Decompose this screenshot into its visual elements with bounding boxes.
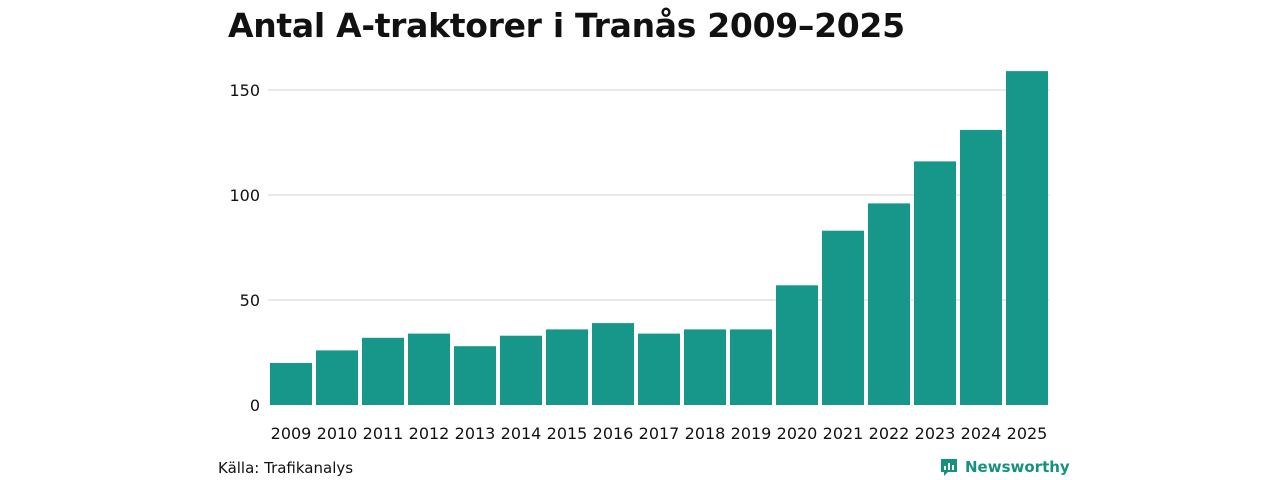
bar bbox=[592, 323, 634, 405]
brand: Newsworthy bbox=[939, 457, 1070, 477]
x-tick-label: 2014 bbox=[501, 424, 542, 443]
source-note: Källa: Trafikanalys bbox=[218, 459, 354, 477]
bar bbox=[776, 285, 818, 405]
x-tick-label: 2022 bbox=[869, 424, 910, 443]
bar bbox=[1006, 71, 1048, 405]
y-tick-label: 0 bbox=[250, 396, 260, 415]
x-tick-label: 2020 bbox=[777, 424, 818, 443]
brand-label: Newsworthy bbox=[965, 458, 1070, 476]
x-tick-label: 2025 bbox=[1007, 424, 1048, 443]
x-tick-label: 2010 bbox=[317, 424, 358, 443]
x-tick-label: 2023 bbox=[915, 424, 956, 443]
bar bbox=[914, 161, 956, 405]
bars bbox=[270, 71, 1048, 405]
bar bbox=[454, 346, 496, 405]
x-tick-label: 2024 bbox=[961, 424, 1002, 443]
x-tick-label: 2012 bbox=[409, 424, 450, 443]
bar bbox=[408, 333, 450, 405]
y-axis: 0 50 100 150 bbox=[229, 81, 260, 415]
x-tick-label: 2015 bbox=[547, 424, 588, 443]
bar bbox=[822, 230, 864, 405]
x-tick-label: 2011 bbox=[363, 424, 404, 443]
bar bbox=[868, 203, 910, 405]
bar bbox=[316, 350, 358, 405]
y-tick-label: 150 bbox=[229, 81, 260, 100]
x-tick-label: 2021 bbox=[823, 424, 864, 443]
x-axis: 2009 2010 2011 2012 2013 2014 2015 2016 2017 2018… bbox=[271, 424, 1048, 443]
x-tick-label: 2013 bbox=[455, 424, 496, 443]
y-tick-label: 50 bbox=[240, 291, 260, 310]
bar bbox=[730, 329, 772, 405]
bar bbox=[546, 329, 588, 405]
bar bbox=[270, 363, 312, 405]
chart-title: Antal A-traktorer i Tranås 2009–2025 bbox=[228, 6, 905, 45]
bar bbox=[960, 129, 1002, 405]
x-tick-label: 2017 bbox=[639, 424, 680, 443]
x-tick-label: 2019 bbox=[731, 424, 772, 443]
x-tick-label: 2018 bbox=[685, 424, 726, 443]
bar bbox=[638, 333, 680, 405]
x-tick-label: 2016 bbox=[593, 424, 634, 443]
x-tick-label: 2009 bbox=[271, 424, 312, 443]
newsworthy-logo-icon bbox=[941, 459, 957, 476]
bar bbox=[500, 335, 542, 405]
bar bbox=[684, 329, 726, 405]
bar bbox=[362, 337, 404, 405]
y-tick-label: 100 bbox=[229, 186, 260, 205]
